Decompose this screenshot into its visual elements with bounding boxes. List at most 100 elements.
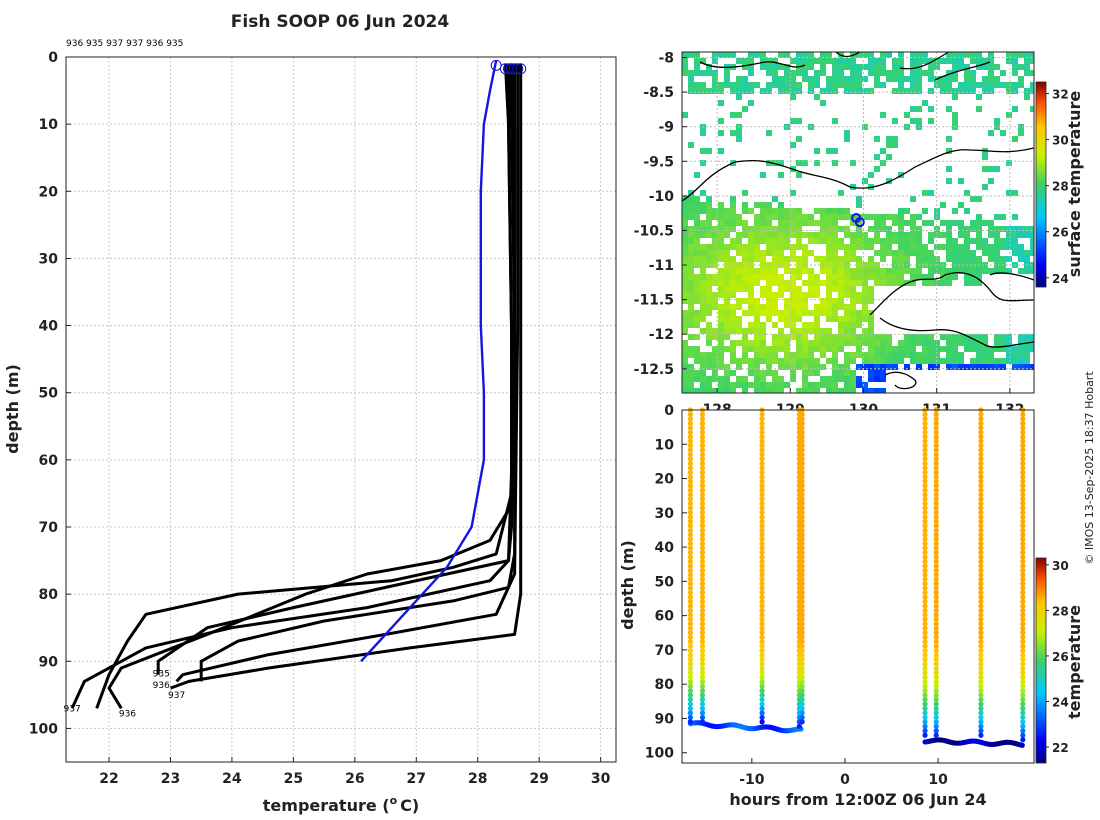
cast-point: [799, 683, 805, 689]
sst-cell: [1024, 358, 1030, 364]
y-tick-label: 100: [29, 721, 58, 737]
sst-cell: [754, 352, 760, 358]
cast-point: [1020, 688, 1026, 694]
sst-cell: [868, 334, 874, 340]
cast-point: [759, 696, 765, 703]
sst-cell: [718, 364, 724, 370]
sst-cell: [814, 388, 820, 393]
cast-point: [699, 639, 706, 645]
sst-cell: [730, 274, 736, 280]
sst-cell: [862, 382, 868, 388]
sst-cell: [712, 244, 718, 250]
sst-cell: [856, 310, 862, 316]
cast-point: [799, 518, 805, 524]
sst-cell: [802, 388, 808, 393]
sst-cell: [736, 130, 742, 136]
sst-cell: [880, 352, 886, 358]
cast-point: [759, 429, 765, 435]
sst-cell: [832, 58, 838, 64]
map-y-tick-label: -9.5: [643, 154, 674, 170]
sst-cell: [718, 118, 724, 124]
cast-point: [1020, 634, 1026, 640]
sst-cell: [928, 232, 934, 238]
cast-point: [1020, 536, 1026, 542]
sst-cell: [778, 160, 784, 166]
cast-point: [699, 416, 706, 422]
sst-cell: [898, 280, 904, 286]
cast-point: [922, 603, 928, 609]
sst-cell: [868, 358, 874, 364]
cast-point: [1020, 545, 1026, 551]
cast-point: [799, 598, 805, 605]
sst-cell: [754, 358, 760, 364]
sst-cell: [826, 262, 832, 268]
sst-cell: [772, 358, 778, 364]
sst-cell: [772, 238, 778, 244]
sst-cell: [988, 364, 994, 370]
sst-cell: [838, 58, 844, 64]
scatter-y-tick-label: 0: [664, 403, 674, 419]
sst-cell: [880, 364, 886, 370]
x-tick-label: 27: [407, 771, 426, 787]
sst-cell: [952, 256, 958, 262]
sst-cell: [946, 178, 952, 184]
sst-cell: [904, 346, 910, 352]
cast-point: [687, 425, 693, 431]
sst-cell: [988, 88, 994, 94]
sst-cell: [832, 364, 838, 370]
sst-cell: [814, 220, 820, 226]
sst-cell: [736, 94, 742, 100]
sst-cell: [904, 256, 910, 262]
sst-cell: [796, 310, 802, 316]
cast-point: [759, 545, 765, 551]
sst-cell: [934, 256, 940, 262]
sst-cell: [910, 70, 916, 76]
coastline-timor: [682, 147, 1034, 202]
sst-cell: [724, 310, 730, 316]
sst-cell: [1006, 226, 1012, 232]
sst-cell: [682, 280, 688, 286]
sst-cell: [772, 244, 778, 250]
sst-cell: [760, 232, 766, 238]
sst-cell: [988, 226, 994, 232]
sst-cell: [772, 214, 778, 220]
sst-cell: [922, 340, 928, 346]
cast-point: [933, 416, 939, 422]
cast-point: [978, 701, 984, 707]
sst-cell: [802, 232, 808, 238]
sst-cell: [1006, 52, 1012, 58]
sst-cell: [790, 280, 796, 286]
cast-point: [687, 634, 693, 640]
sst-cell: [940, 202, 946, 208]
sst-cell: [808, 58, 814, 64]
sst-cell: [952, 274, 958, 280]
sst-cell: [802, 304, 808, 310]
cast-point: [699, 705, 706, 712]
sst-cell: [784, 76, 790, 82]
cast-point: [687, 661, 693, 667]
sst-cell: [832, 70, 838, 76]
profile-7-start-marker: [515, 63, 527, 75]
cast-point: [687, 674, 693, 680]
cast-point: [922, 549, 928, 556]
cast-point: [687, 603, 693, 609]
sst-cell: [820, 280, 826, 286]
sst-cell: [736, 376, 742, 382]
sst-cell: [898, 64, 904, 70]
sst-cell: [1006, 112, 1012, 118]
sst-cell: [964, 232, 970, 238]
sst-cell: [940, 244, 946, 250]
cast-point: [759, 665, 765, 672]
sst-cell: [832, 298, 838, 304]
sst-cell: [838, 208, 844, 214]
sst-cell: [688, 310, 694, 316]
cast-point: [1020, 621, 1026, 627]
sst-cell: [910, 268, 916, 274]
sst-cell: [982, 238, 988, 244]
sst-cell: [712, 256, 718, 262]
sst-cell: [736, 304, 742, 310]
cast-point: [699, 514, 706, 520]
sst-cell: [706, 388, 712, 393]
sst-cell: [1024, 70, 1030, 76]
sst-cell: [718, 316, 724, 322]
